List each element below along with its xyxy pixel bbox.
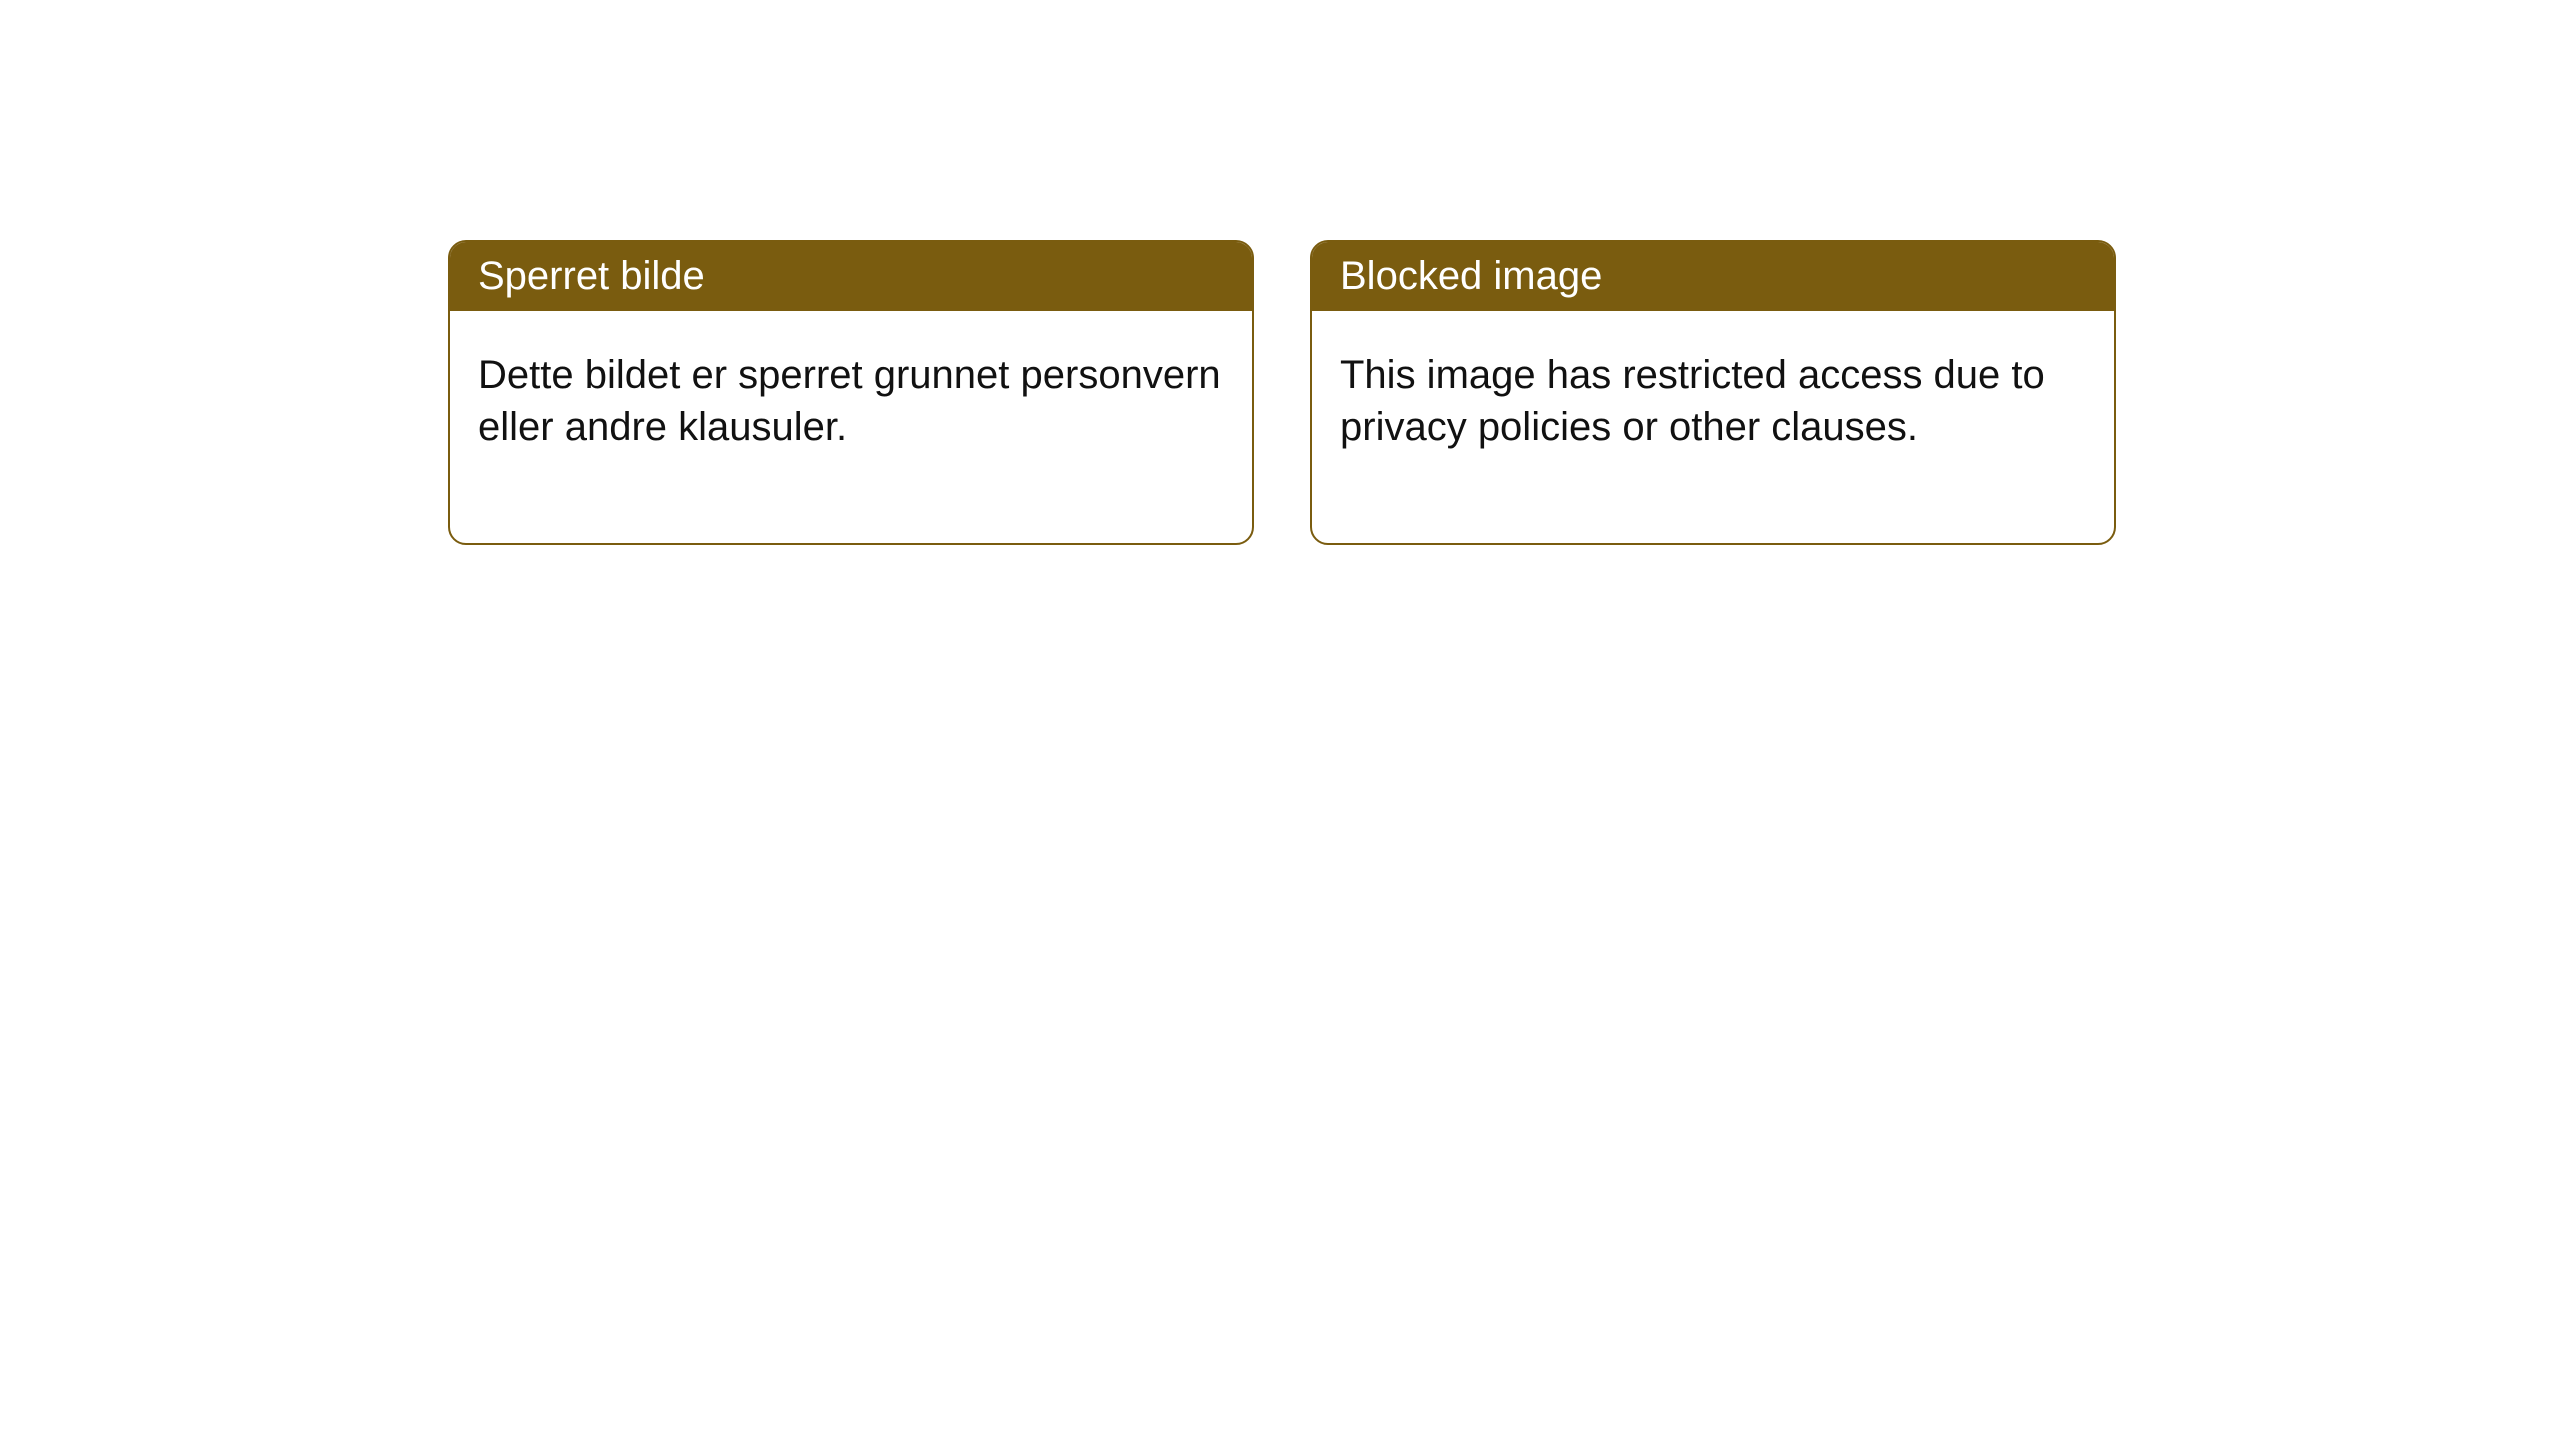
notice-card-english: Blocked image This image has restricted … <box>1310 240 2116 545</box>
notice-card-title: Blocked image <box>1312 242 2114 311</box>
notice-card-title: Sperret bilde <box>450 242 1252 311</box>
notice-card-norwegian: Sperret bilde Dette bildet er sperret gr… <box>448 240 1254 545</box>
notice-card-row: Sperret bilde Dette bildet er sperret gr… <box>448 240 2116 545</box>
notice-card-body: This image has restricted access due to … <box>1312 311 2114 543</box>
notice-card-body: Dette bildet er sperret grunnet personve… <box>450 311 1252 543</box>
